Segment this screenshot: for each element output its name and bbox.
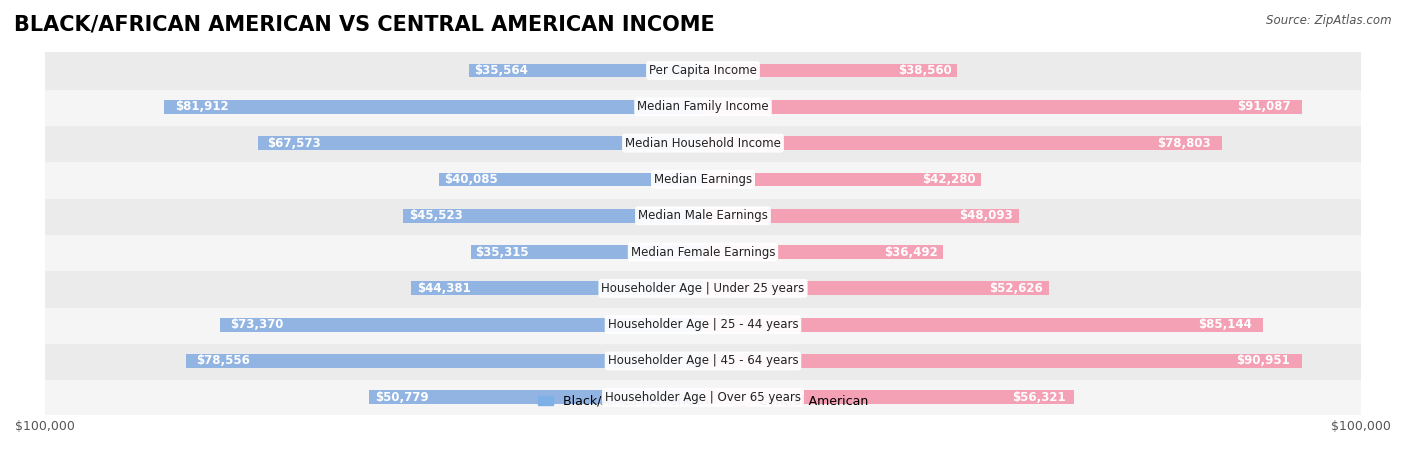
Text: $52,626: $52,626 [988, 282, 1042, 295]
Text: $78,556: $78,556 [197, 354, 250, 368]
Bar [259, 136, 703, 150]
Text: $91,087: $91,087 [1237, 100, 1291, 113]
Bar [45, 89, 1361, 125]
Bar [45, 52, 1361, 89]
Text: $38,560: $38,560 [898, 64, 952, 77]
Text: Median Male Earnings: Median Male Earnings [638, 209, 768, 222]
Text: Median Household Income: Median Household Income [626, 137, 780, 149]
Legend: Black/African American, Central American: Black/African American, Central American [533, 390, 873, 413]
Bar [45, 343, 1361, 379]
Bar [45, 234, 1361, 270]
Bar [703, 245, 943, 259]
Text: $78,803: $78,803 [1157, 137, 1211, 149]
Bar [45, 270, 1361, 306]
Text: $42,280: $42,280 [922, 173, 976, 186]
Text: Median Female Earnings: Median Female Earnings [631, 246, 775, 259]
Bar [221, 318, 703, 332]
Bar [703, 136, 1222, 150]
Text: Per Capita Income: Per Capita Income [650, 64, 756, 77]
Text: $36,492: $36,492 [884, 246, 938, 259]
Bar [368, 390, 703, 404]
Bar [703, 354, 1302, 368]
Text: $40,085: $40,085 [444, 173, 498, 186]
Text: Householder Age | 45 - 64 years: Householder Age | 45 - 64 years [607, 354, 799, 368]
Bar [703, 172, 981, 186]
Bar [703, 318, 1264, 332]
Text: $35,564: $35,564 [474, 64, 527, 77]
Text: $48,093: $48,093 [959, 209, 1014, 222]
Text: $67,573: $67,573 [267, 137, 321, 149]
Text: $56,321: $56,321 [1012, 391, 1066, 404]
Text: Source: ZipAtlas.com: Source: ZipAtlas.com [1267, 14, 1392, 27]
Bar [165, 100, 703, 114]
Text: BLACK/AFRICAN AMERICAN VS CENTRAL AMERICAN INCOME: BLACK/AFRICAN AMERICAN VS CENTRAL AMERIC… [14, 14, 714, 34]
Bar [439, 172, 703, 186]
Text: Median Family Income: Median Family Income [637, 100, 769, 113]
Text: $50,779: $50,779 [375, 391, 429, 404]
Text: $45,523: $45,523 [409, 209, 463, 222]
Bar [45, 379, 1361, 416]
Bar [45, 125, 1361, 161]
Bar [411, 282, 703, 295]
Bar [471, 245, 703, 259]
Bar [404, 209, 703, 223]
Bar [703, 64, 956, 78]
Text: $85,144: $85,144 [1198, 318, 1253, 331]
Bar [186, 354, 703, 368]
Bar [45, 198, 1361, 234]
Bar [470, 64, 703, 78]
Text: Median Earnings: Median Earnings [654, 173, 752, 186]
Bar [703, 209, 1019, 223]
Text: $44,381: $44,381 [416, 282, 471, 295]
Bar [45, 161, 1361, 198]
Text: Householder Age | Over 65 years: Householder Age | Over 65 years [605, 391, 801, 404]
Bar [45, 306, 1361, 343]
Bar [703, 282, 1049, 295]
Text: $90,951: $90,951 [1236, 354, 1289, 368]
Text: Householder Age | Under 25 years: Householder Age | Under 25 years [602, 282, 804, 295]
Bar [703, 390, 1074, 404]
Bar [703, 100, 1302, 114]
Text: $81,912: $81,912 [174, 100, 228, 113]
Text: $73,370: $73,370 [229, 318, 283, 331]
Text: Householder Age | 25 - 44 years: Householder Age | 25 - 44 years [607, 318, 799, 331]
Text: $35,315: $35,315 [475, 246, 529, 259]
